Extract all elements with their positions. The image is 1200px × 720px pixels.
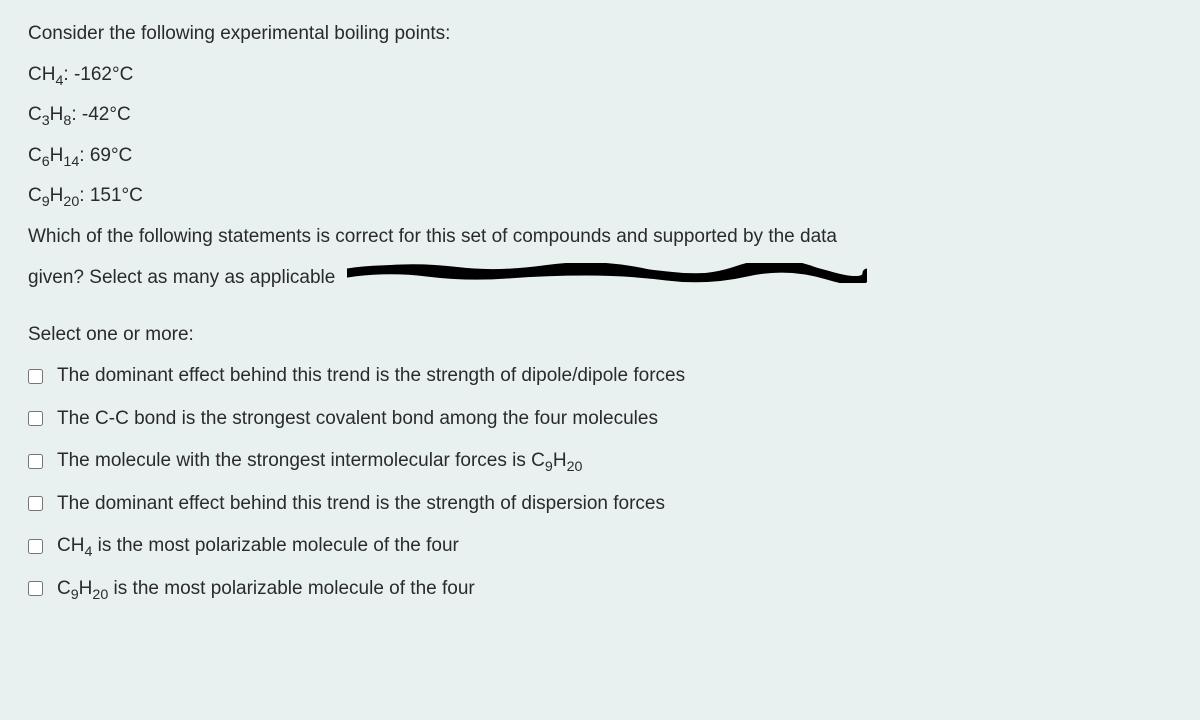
question-prompt-line2: given? Select as many as applicable (28, 263, 1172, 293)
compound-4: C9H20: 151°C (28, 182, 1172, 211)
option-4-checkbox[interactable] (28, 496, 43, 511)
option-5-label: CH4 is the most polarizable molecule of … (57, 532, 459, 561)
option-6-label: C9H20 is the most polarizable molecule o… (57, 575, 475, 604)
option-3-checkbox[interactable] (28, 454, 43, 469)
option-2-label: The C-C bond is the strongest covalent b… (57, 405, 658, 434)
option-4-label: The dominant effect behind this trend is… (57, 490, 665, 519)
prompt-prefix: given? Select as many as applicable (28, 267, 341, 288)
option-2: The C-C bond is the strongest covalent b… (28, 398, 1172, 441)
option-1: The dominant effect behind this trend is… (28, 355, 1172, 398)
option-5: CH4 is the most polarizable molecule of … (28, 525, 1172, 568)
redaction-mark (347, 263, 867, 293)
option-1-checkbox[interactable] (28, 369, 43, 384)
option-2-checkbox[interactable] (28, 411, 43, 426)
option-1-label: The dominant effect behind this trend is… (57, 362, 685, 391)
option-6-checkbox[interactable] (28, 581, 43, 596)
option-4: The dominant effect behind this trend is… (28, 483, 1172, 526)
select-one-or-more-label: Select one or more: (28, 321, 1172, 350)
option-3: The molecule with the strongest intermol… (28, 440, 1172, 483)
options-list: The dominant effect behind this trend is… (28, 355, 1172, 610)
option-3-label: The molecule with the strongest intermol… (57, 447, 582, 476)
option-6: C9H20 is the most polarizable molecule o… (28, 568, 1172, 611)
compound-2: C3H8: -42°C (28, 101, 1172, 130)
question-intro: Consider the following experimental boil… (28, 20, 1172, 49)
compound-3: C6H14: 69°C (28, 142, 1172, 171)
question-block: Consider the following experimental boil… (28, 20, 1172, 293)
option-5-checkbox[interactable] (28, 539, 43, 554)
question-prompt-line1: Which of the following statements is cor… (28, 223, 1172, 252)
compound-1: CH4: -162°C (28, 61, 1172, 90)
